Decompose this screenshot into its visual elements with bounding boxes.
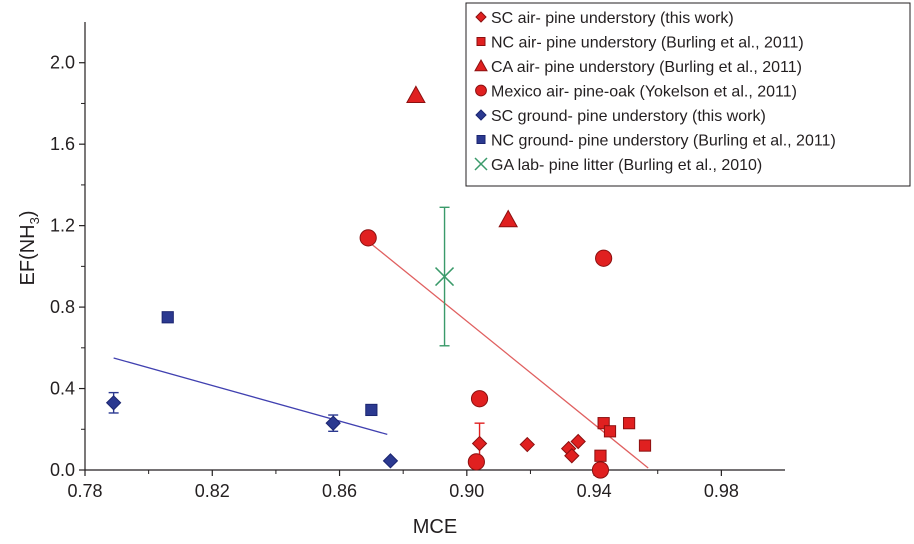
legend-label: NC air- pine understory (Burling et al.,… — [491, 35, 804, 52]
circle-marker — [595, 249, 613, 267]
diamond-marker — [564, 448, 580, 464]
legend: SC air- pine understory (this work) NC ai… — [465, 2, 911, 187]
square-marker — [476, 37, 486, 46]
data-points — [105, 85, 652, 479]
x-tick-label: 0.86 — [322, 481, 357, 501]
y-axis-label-main: EF(NH — [17, 224, 39, 285]
x-tick-label: 0.98 — [704, 481, 739, 501]
x-tick-label: 0.78 — [67, 481, 102, 501]
x-tick-label: 0.94 — [577, 481, 612, 501]
circle-marker — [591, 461, 610, 479]
x-tick-label: 0.82 — [195, 481, 230, 501]
trend-line — [113, 357, 388, 435]
legend-label: GA lab- pine litter (Burling et al., 201… — [491, 157, 762, 174]
square-marker — [603, 425, 617, 438]
x-ticks: 0.78 0.82 0.86 0.90 0.94 0.98 — [67, 470, 739, 501]
circle-marker — [359, 229, 377, 247]
legend-label: SC air- pine understory (this work) — [491, 10, 734, 27]
diamond-marker — [382, 453, 399, 469]
x-axis-label: MCE — [413, 516, 457, 538]
axes — [84, 22, 785, 471]
diamond-marker — [471, 435, 488, 452]
y-tick-label: 1.2 — [50, 216, 75, 236]
x-marker — [435, 267, 455, 287]
y-tick-label: 2.0 — [50, 53, 75, 73]
triangle-marker — [406, 85, 426, 104]
y-tick-label: 1.6 — [50, 134, 75, 154]
legend-box — [465, 2, 911, 187]
fit-lines — [113, 243, 649, 469]
triangle-marker — [498, 209, 519, 228]
legend-label: CA air- pine understory (Burling et al.,… — [491, 59, 802, 76]
legend-items: SC air- pine understory (this work) NC ai… — [474, 10, 836, 174]
y-axis-label: EF(NH3) — [17, 210, 42, 285]
circle-marker — [475, 84, 487, 97]
diamond-marker — [475, 11, 487, 23]
x-tick-label: 0.90 — [449, 481, 484, 501]
y-tick-label: 0.4 — [50, 379, 75, 399]
triangle-marker — [474, 58, 488, 72]
error-bars — [108, 206, 485, 465]
y-ticks: 0.0 0.4 0.8 1.2 1.6 2.0 — [50, 53, 85, 480]
square-marker — [161, 311, 174, 324]
square-marker — [638, 439, 652, 452]
y-tick-label: 0.8 — [50, 297, 75, 317]
square-marker — [365, 403, 378, 417]
circle-marker — [470, 390, 489, 408]
diamond-marker — [570, 433, 586, 450]
legend-label: SC ground- pine understory (this work) — [491, 108, 766, 125]
trend-line — [370, 243, 649, 469]
legend-label: NC ground- pine understory (Burling et a… — [491, 133, 836, 150]
diamond-marker — [475, 109, 487, 121]
x-marker-stroke — [474, 157, 488, 171]
x-marker-stroke — [435, 267, 455, 287]
square-marker — [594, 449, 607, 462]
diamond-marker — [325, 415, 341, 431]
diamond-marker — [519, 436, 535, 453]
diamond-marker — [105, 395, 122, 411]
circle-marker — [467, 453, 485, 471]
square-marker — [597, 417, 610, 430]
square-marker — [476, 135, 486, 144]
x-marker — [474, 157, 488, 171]
y-tick-label: 0.0 — [50, 460, 75, 480]
y-axis-label-sub: 3 — [27, 217, 42, 224]
legend-label: Mexico air- pine-oak (Yokelson et al., 2… — [491, 84, 797, 101]
y-axis-label-end: ) — [17, 210, 39, 217]
square-marker — [622, 417, 636, 430]
